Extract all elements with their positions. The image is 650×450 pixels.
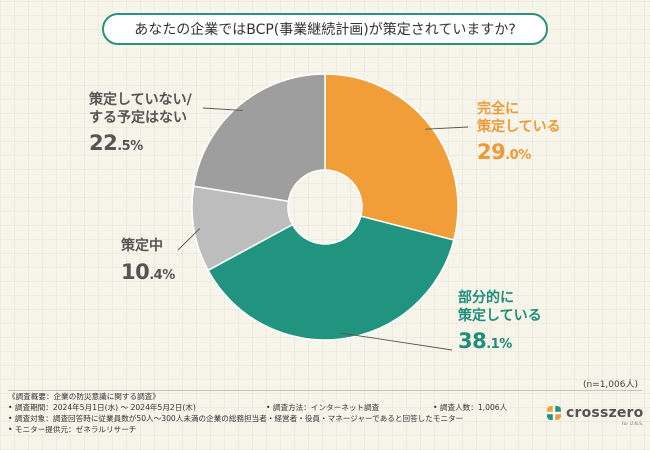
chart-title-text: あなたの企業ではBCP(事業継続計画)が策定されていますか? (134, 22, 516, 38)
label-in-progress: 策定中 10.4% (121, 238, 175, 285)
leader-line (177, 228, 201, 251)
pct-int: 10 (121, 259, 150, 284)
pct-dec: .1% (486, 337, 512, 352)
label-partially-formulated-percent: 38.1% (458, 328, 542, 354)
leader-line (425, 126, 469, 130)
crosszero-wordmark: crosszero (566, 405, 644, 421)
label-not-formulated-percent: 22.5% (89, 130, 192, 156)
footer-divider (8, 390, 642, 391)
pct-dec: .4% (149, 267, 175, 283)
label-fully-formulated: 完全に 策定している 29.0% (477, 101, 561, 165)
chart-title: あなたの企業ではBCP(事業継続計画)が策定されていますか? (102, 13, 548, 45)
crosszero-subtitle: for U.N.S. (622, 422, 644, 427)
footer-heading: 《調査概要：企業の防災意識に関する調査》 (8, 392, 160, 401)
label-not-formulated-line1: 策定していない/ (89, 92, 192, 108)
pct-dec: .0% (505, 148, 531, 163)
slice-partially-formulated (207, 215, 455, 341)
sample-size: (n=1,006人) (582, 380, 638, 390)
pct-int: 38 (458, 329, 487, 353)
footer-provider: • モニター提供元：ゼネラルリサーチ (8, 425, 137, 434)
survey-overview: 《調査概要：企業の防災意識に関する調査》 • 調査期間：2024年5月1日(水)… (8, 391, 507, 435)
footer-count: • 調査人数：1,006人 (433, 403, 508, 412)
footer-target: • 調査対象：調査回答時に従業員数が50人〜300人未満の企業の総務担当者・経営… (8, 414, 464, 423)
label-fully-formulated-line2: 策定している (477, 118, 561, 135)
crosszero-mark-icon (547, 406, 561, 420)
pct-int: 29 (477, 140, 506, 164)
label-partially-formulated-line2: 策定している (458, 307, 542, 324)
label-not-formulated: 策定していない/ する予定はない 22.5% (89, 92, 192, 156)
footer-row-1: • 調査期間：2024年5月1日(水) ～ 2024年5月2日(木) • 調査方… (8, 402, 507, 413)
label-partially-formulated-line1: 部分的に (458, 290, 514, 306)
label-in-progress-line1: 策定中 (121, 238, 163, 254)
label-not-formulated-line2: する予定はない (89, 109, 187, 126)
pct-dec: .5% (117, 139, 143, 154)
label-fully-formulated-percent: 29.0% (477, 139, 561, 165)
crosszero-logo: crosszero for U.N.S. (546, 405, 644, 427)
footer-method: • 調査方法：インターネット調査 (266, 403, 380, 412)
leader-line (202, 107, 243, 111)
leader-line (340, 332, 453, 351)
slice-in-progress (191, 185, 294, 272)
slice-not-formulated (192, 73, 326, 203)
label-in-progress-percent: 10.4% (121, 259, 175, 285)
pct-int: 22 (89, 131, 118, 155)
footer-period: • 調査期間：2024年5月1日(水) ～ 2024年5月2日(木) (8, 403, 196, 412)
label-fully-formulated-line1: 完全に (477, 101, 519, 117)
label-partially-formulated: 部分的に 策定している 38.1% (458, 290, 542, 354)
slice-fully-formulated (324, 73, 459, 241)
